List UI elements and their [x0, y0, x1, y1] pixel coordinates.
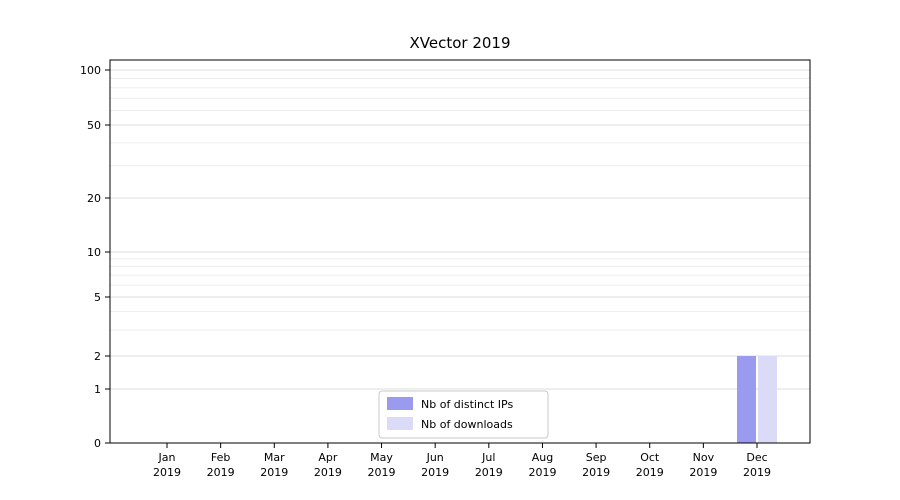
y-tick-label: 2: [94, 350, 101, 363]
x-tick-year-label: 2019: [207, 466, 235, 479]
x-tick-year-label: 2019: [528, 466, 556, 479]
y-tick-label: 50: [87, 119, 101, 132]
y-tick-label: 5: [94, 291, 101, 304]
y-tick-label: 20: [87, 192, 101, 205]
x-tick-year-label: 2019: [314, 466, 342, 479]
x-tick-month-label: Mar: [264, 451, 285, 464]
bar-downloads: [758, 356, 777, 443]
legend-label-distinct-ips: Nb of distinct IPs: [421, 398, 513, 411]
x-tick-month-label: May: [370, 451, 393, 464]
y-tick-label: 10: [87, 246, 101, 259]
bar-distinct-ips: [737, 356, 756, 443]
legend-swatch-downloads: [387, 417, 413, 430]
x-tick-month-label: Sep: [586, 451, 607, 464]
y-tick-label: 100: [80, 64, 101, 77]
x-tick-month-label: Jul: [481, 451, 495, 464]
x-tick-year-label: 2019: [260, 466, 288, 479]
x-tick-month-label: Jun: [426, 451, 444, 464]
x-tick-month-label: Oct: [640, 451, 660, 464]
x-tick-year-label: 2019: [153, 466, 181, 479]
x-tick-month-label: Apr: [318, 451, 338, 464]
x-tick-month-label: Jan: [158, 451, 176, 464]
y-tick-label: 0: [94, 437, 101, 450]
legend-label-downloads: Nb of downloads: [421, 418, 513, 431]
x-tick-year-label: 2019: [421, 466, 449, 479]
x-tick-month-label: Dec: [746, 451, 767, 464]
x-tick-month-label: Aug: [532, 451, 553, 464]
x-tick-month-label: Nov: [693, 451, 715, 464]
chart-title: XVector 2019: [409, 34, 511, 52]
x-tick-month-label: Feb: [211, 451, 230, 464]
x-tick-year-label: 2019: [689, 466, 717, 479]
legend-swatch-distinct-ips: [387, 397, 413, 410]
x-tick-year-label: 2019: [636, 466, 664, 479]
y-tick-label: 1: [94, 383, 101, 396]
x-tick-year-label: 2019: [475, 466, 503, 479]
x-tick-year-label: 2019: [582, 466, 610, 479]
x-tick-year-label: 2019: [743, 466, 771, 479]
x-tick-year-label: 2019: [368, 466, 396, 479]
legend-box: [378, 390, 549, 439]
